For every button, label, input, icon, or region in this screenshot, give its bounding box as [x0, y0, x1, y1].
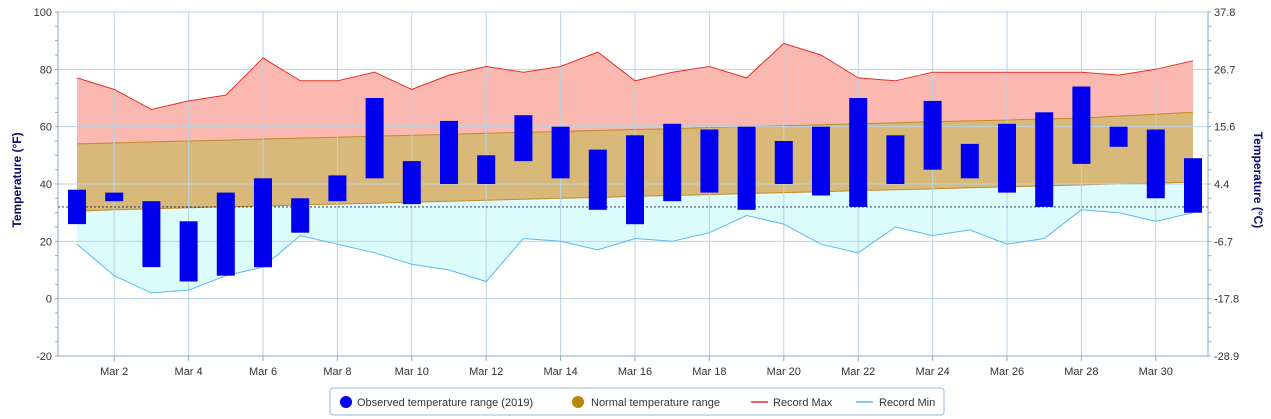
x-tick-label: Mar 20 [767, 366, 801, 378]
observed-range-bar [1072, 86, 1091, 164]
y-tick-label-left: 100 [34, 7, 52, 19]
observed-range-bar [1146, 129, 1165, 199]
y-tick-label-right: -28.9 [1214, 351, 1239, 363]
grid-layer [58, 11, 1208, 357]
observed-range-bar [514, 115, 533, 162]
observed-range-bar [960, 143, 979, 179]
legend-item-observed[interactable]: Observed temperature range (2019) [340, 396, 533, 409]
x-tick-label: Mar 24 [915, 366, 949, 378]
observed-range-bar [254, 178, 272, 268]
y-tick-label-left: -20 [36, 351, 52, 363]
legend-box [329, 387, 945, 416]
y-tick-label-right: -6.7 [1214, 236, 1233, 248]
legend-normal-marker [572, 396, 584, 408]
x-tick-label: Mar 4 [175, 366, 203, 378]
legend-item-normal[interactable]: Normal temperature range [572, 396, 720, 409]
x-tick-label: Mar 2 [100, 366, 128, 378]
observed-range-bar [774, 141, 793, 184]
y-axis-title-left: Temperature (°F) [10, 132, 24, 227]
y-tick-label-left: 0 [46, 294, 52, 306]
observed-range-bar [737, 126, 756, 210]
observed-range-bar [812, 126, 830, 196]
x-tick-label: Mar 10 [395, 366, 429, 378]
observed-range-bar [1184, 158, 1202, 213]
bars-layer [68, 86, 1202, 282]
x-tick-label: Mar 16 [618, 366, 652, 378]
legend-normal-label: Normal temperature range [591, 397, 720, 409]
observed-range-bar [440, 120, 458, 184]
x-tick-label: Mar 14 [543, 366, 577, 378]
observed-range-bar [328, 175, 347, 202]
y-tick-label-left: 60 [40, 122, 52, 134]
x-tick-label: Mar 30 [1139, 366, 1173, 378]
observed-range-bar [142, 201, 161, 268]
legend-record-max-label: Record Max [773, 397, 833, 409]
observed-range-bar [68, 189, 86, 225]
y-tick-label-right: 15.6 [1214, 122, 1235, 134]
x-tick-label: Mar 12 [469, 366, 503, 378]
observed-range-bar [216, 192, 235, 276]
x-tick-label: Mar 28 [1064, 366, 1098, 378]
observed-range-bar [998, 123, 1016, 193]
legend-observed-label: Observed temperature range (2019) [357, 397, 533, 409]
y-tick-label-left: 20 [40, 236, 52, 248]
observed-range-bar [923, 100, 942, 170]
observed-range-bar [179, 221, 198, 282]
y-tick-label-right: 26.7 [1214, 64, 1235, 76]
observed-range-bar [105, 192, 124, 202]
y-axis-title-right: Temperature (°C) [1251, 132, 1265, 229]
legend-observed-marker [340, 396, 352, 408]
observed-range-bar [1109, 126, 1128, 147]
legend-item-record-max[interactable]: Record Max [751, 397, 833, 409]
observed-range-bar [477, 155, 496, 184]
observed-range-bar [402, 161, 421, 205]
x-tick-label: Mar 6 [249, 366, 277, 378]
y-tick-label-left: 80 [40, 64, 52, 76]
axes-layer: -20 -28.9 0 -17.8 20 -6.7 40 4.4 60 15.6 80 26.7 100… [34, 7, 1239, 378]
observed-range-bar [365, 98, 384, 179]
y-tick-label-right: 4.4 [1214, 179, 1229, 191]
legend-item-record-min[interactable]: Record Min [856, 397, 935, 409]
y-tick-label-right: -17.8 [1214, 294, 1239, 306]
observed-range-bar [849, 98, 868, 207]
observed-range-bar [1035, 112, 1054, 207]
x-tick-label: Mar 22 [841, 366, 875, 378]
legend: Observed temperature range (2019) Normal… [329, 387, 945, 416]
observed-range-bar [886, 135, 905, 184]
y-tick-label-right: 37.8 [1214, 7, 1235, 19]
y-tick-label-left: 40 [40, 179, 52, 191]
x-tick-label: Mar 18 [692, 366, 726, 378]
observed-range-bar [551, 126, 570, 179]
observed-range-bar [700, 129, 719, 193]
record-max-line [76, 42, 1194, 111]
observed-range-bar [291, 198, 310, 233]
x-tick-label: Mar 26 [990, 366, 1024, 378]
observed-range-bar [626, 135, 644, 225]
observed-range-bar [588, 149, 607, 210]
observed-range-bar [663, 123, 682, 202]
x-tick-label: Mar 8 [323, 366, 351, 378]
legend-record-min-label: Record Min [879, 397, 935, 409]
